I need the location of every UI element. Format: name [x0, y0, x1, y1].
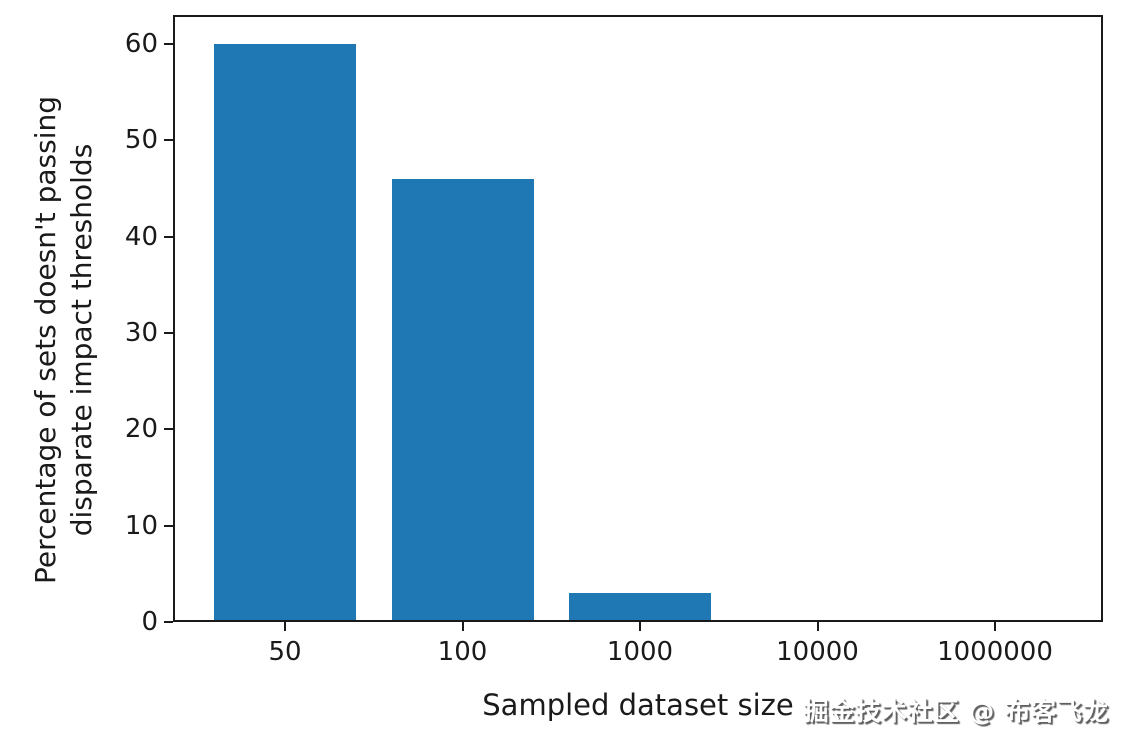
bar-100 [391, 179, 534, 622]
y-tick-mark [164, 139, 173, 141]
watermark-text: 掘金技术社区 @ 布客飞龙 [803, 697, 1109, 726]
y-tick-label-40: 40 [124, 222, 158, 252]
y-tick-label-50: 50 [124, 125, 158, 155]
x-tick-label-10000: 10000 [776, 637, 859, 667]
y-tick-label-60: 60 [124, 29, 158, 59]
y-tick-mark [164, 525, 173, 527]
x-tick-mark [461, 622, 464, 631]
y-tick-mark [164, 621, 173, 623]
x-tick-mark [284, 622, 286, 631]
x-tick-mark [639, 622, 641, 631]
y-tick-mark [164, 43, 173, 45]
y-tick-label-20: 20 [124, 414, 158, 444]
x-tick-label-50: 50 [268, 637, 302, 667]
y-axis-label-line2: disparate impact thresholds [65, 143, 98, 537]
x-tick-mark [994, 622, 996, 631]
y-tick-mark [164, 428, 173, 430]
x-tick-label-1000: 1000 [606, 637, 674, 667]
y-axis-label: Percentage of sets doesn't passing dispa… [28, 30, 100, 650]
bar-50 [214, 44, 356, 622]
y-tick-label-0: 0 [141, 607, 158, 637]
y-tick-label-30: 30 [124, 318, 158, 348]
x-tick-label-100: 100 [437, 637, 488, 667]
x-tick-label-1000000: 1000000 [937, 637, 1053, 667]
y-tick-label-10: 10 [124, 511, 158, 541]
bar-1000 [569, 593, 711, 622]
y-tick-mark [164, 332, 173, 334]
y-tick-mark [164, 236, 173, 238]
x-axis-label: Sampled dataset size [482, 688, 794, 722]
x-tick-mark [816, 622, 819, 631]
y-axis-label-line1: Percentage of sets doesn't passing [29, 95, 62, 585]
